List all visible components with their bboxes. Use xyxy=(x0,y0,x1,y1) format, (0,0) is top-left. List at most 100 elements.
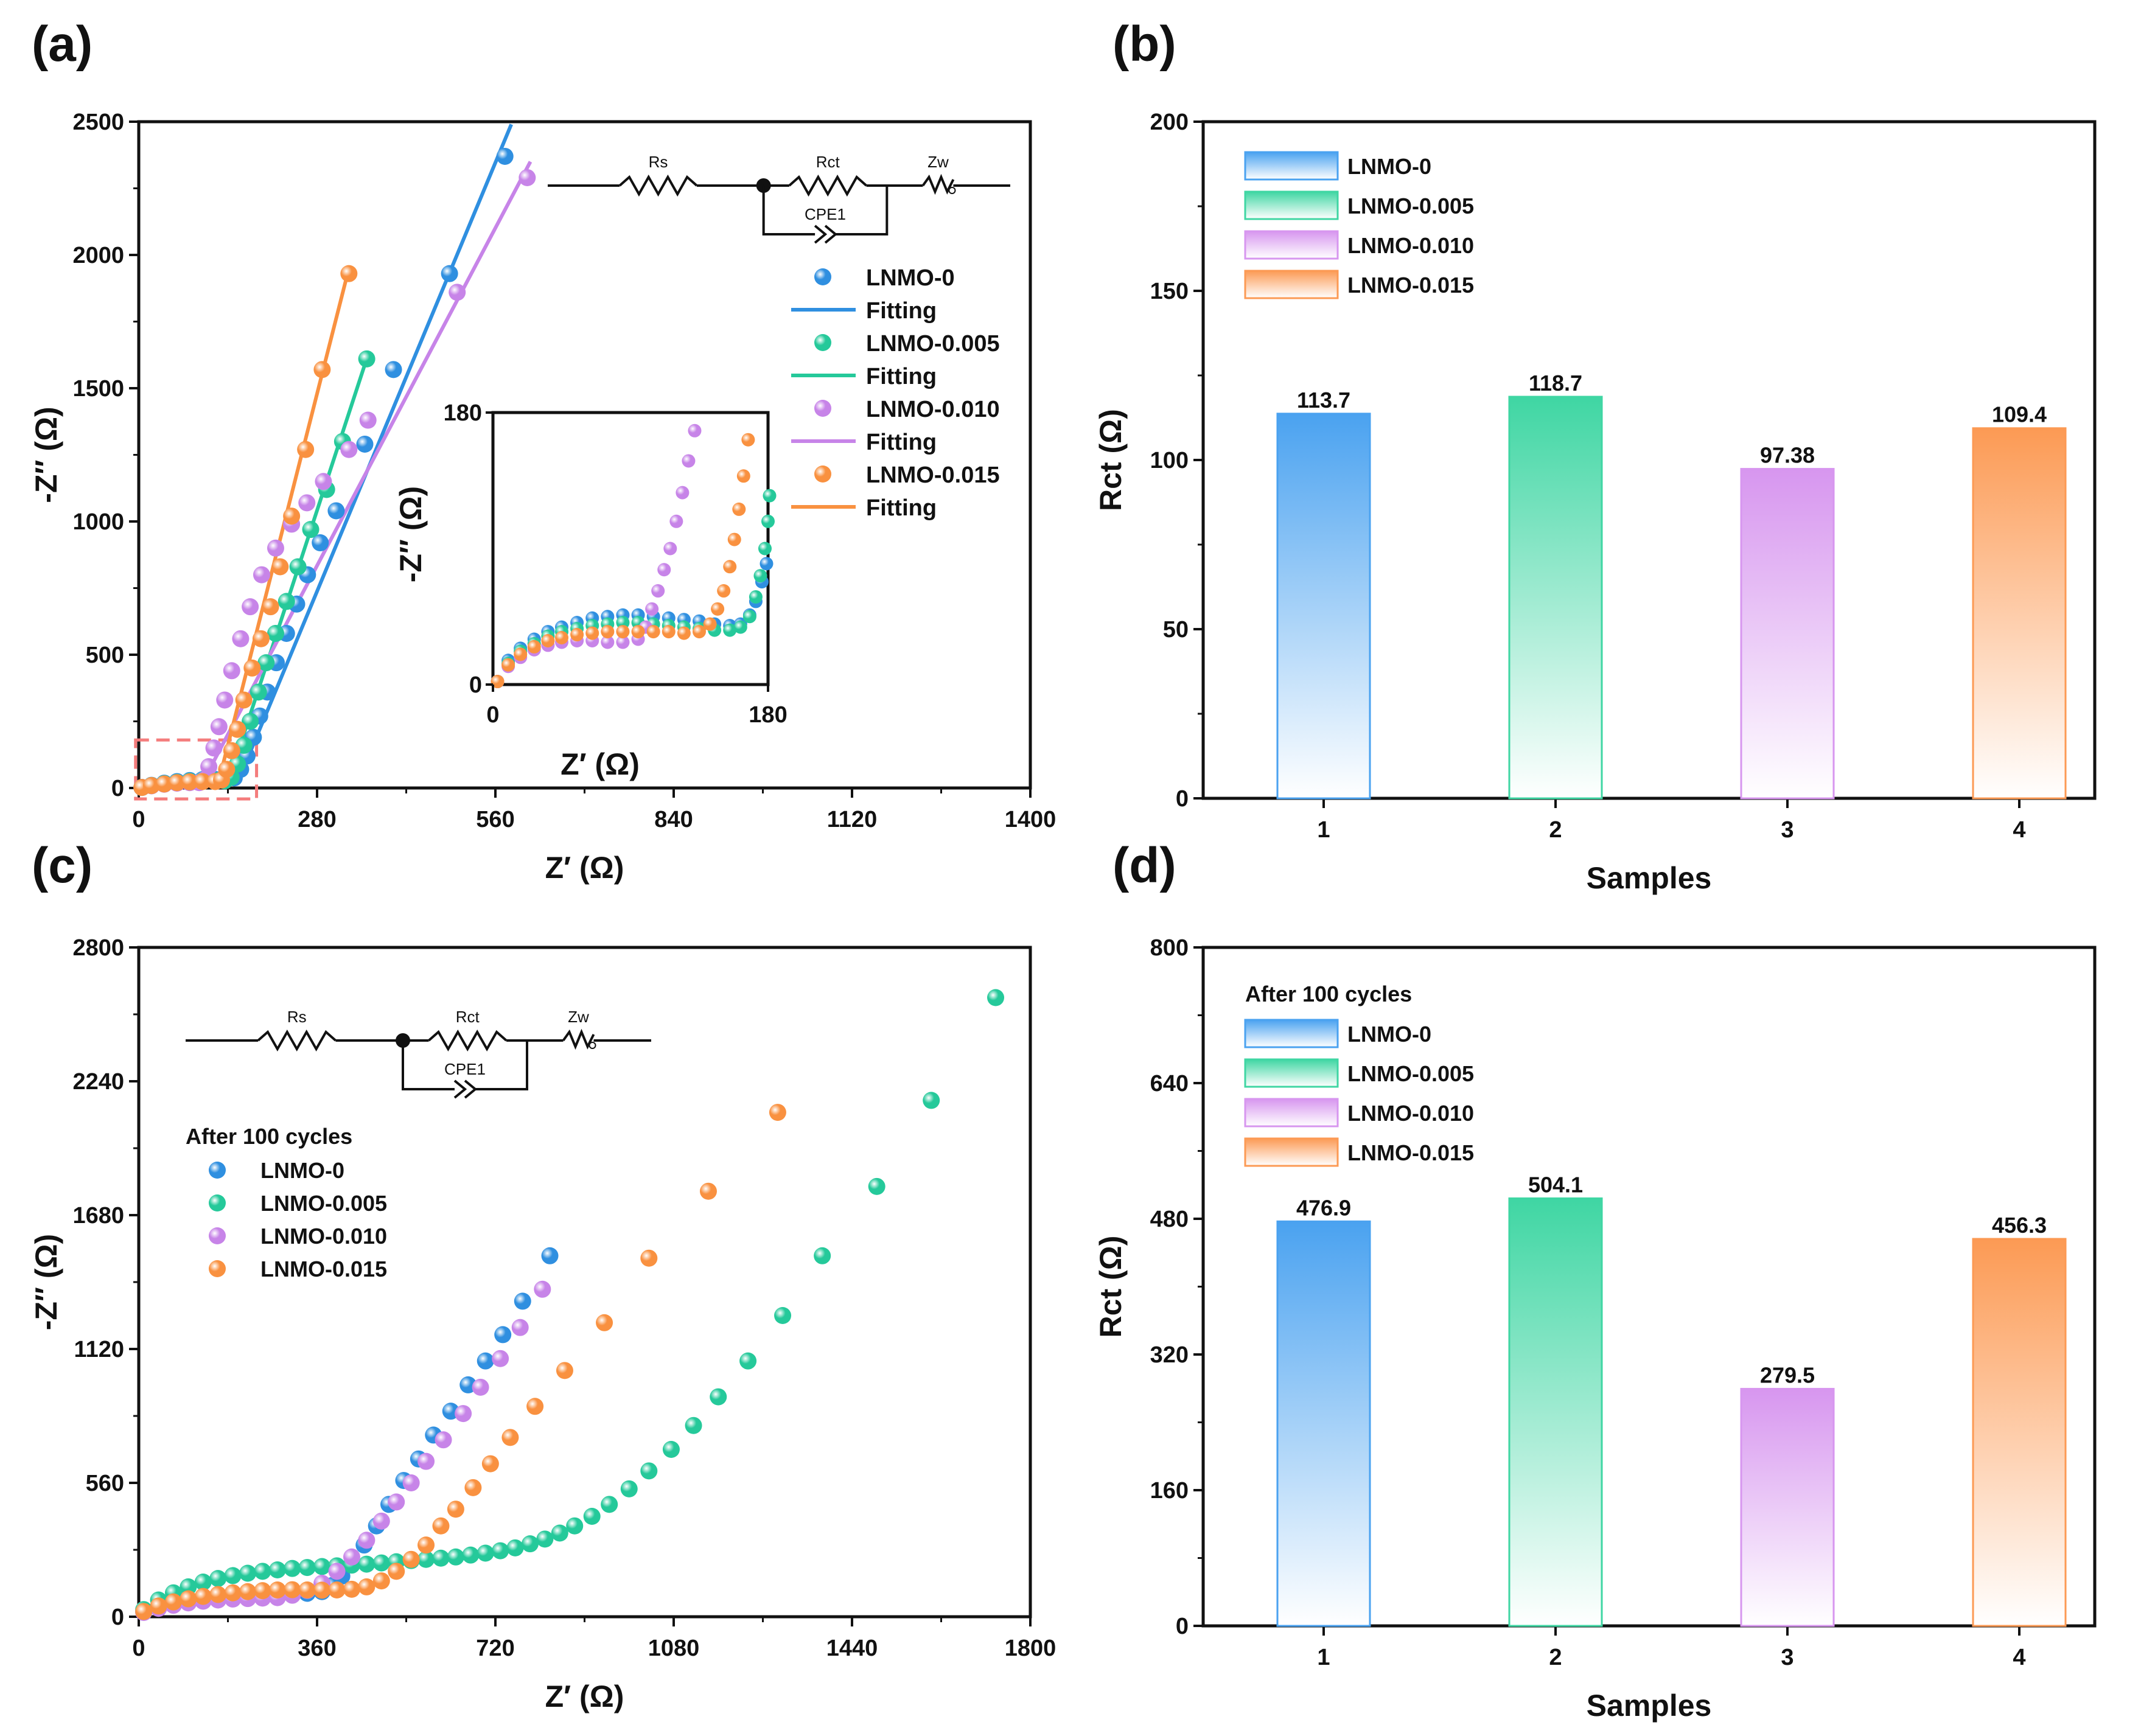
data-point xyxy=(142,777,160,795)
data-point xyxy=(257,654,275,672)
data-point xyxy=(284,1581,301,1598)
data-point xyxy=(267,539,284,557)
data-point xyxy=(242,713,259,730)
data-point xyxy=(462,1546,480,1564)
data-point xyxy=(340,441,358,458)
rct-label: Rct xyxy=(456,1008,480,1026)
y-tick-label: 500 xyxy=(86,643,124,668)
zw-element xyxy=(921,173,955,195)
cpe-label: CPE1 xyxy=(444,1060,486,1078)
data-point xyxy=(923,1092,940,1109)
bar-lnmo-0-005 xyxy=(1508,1197,1603,1627)
rs-resistor xyxy=(618,174,698,197)
data-point xyxy=(343,1580,360,1598)
legend-label: LNMO-0 xyxy=(1347,1022,1431,1047)
x-tick-label: 720 xyxy=(476,1636,514,1661)
bar-value-label: 504.1 xyxy=(1528,1172,1583,1197)
y-tick-label: 0 xyxy=(1176,1614,1189,1639)
rs-label: Rs xyxy=(649,153,668,171)
y-axis-label: -Z″ (Ω) xyxy=(29,1234,63,1330)
x-tick-label: 3 xyxy=(1781,1645,1794,1670)
data-point xyxy=(733,620,747,634)
data-point xyxy=(741,433,755,447)
legend-label: LNMO-0.010 xyxy=(1347,233,1474,258)
data-point xyxy=(298,1581,316,1598)
panel-label: (b) xyxy=(1112,16,1176,72)
bar-lnmo-0 xyxy=(1276,413,1371,800)
data-point xyxy=(596,1314,613,1331)
data-point xyxy=(239,1583,257,1600)
data-point xyxy=(769,1104,786,1121)
y-tick-label: 320 xyxy=(1150,1342,1189,1368)
panel-a: (a) 0 500 1000 1500 2000 2500 0 280 560 840 1120 140… xyxy=(29,16,1056,885)
rct-resistor xyxy=(788,174,867,197)
x-tick-label: 2 xyxy=(1549,1645,1562,1670)
data-point xyxy=(252,630,270,647)
data-point xyxy=(703,617,717,631)
bar-value-label: 279.5 xyxy=(1760,1362,1815,1387)
data-point xyxy=(358,350,375,368)
zw-label: Zw xyxy=(568,1008,589,1026)
data-point xyxy=(435,1431,452,1449)
data-point xyxy=(723,623,737,637)
data-point xyxy=(640,1462,658,1480)
x-axis-label: Z′ (Ω) xyxy=(545,851,624,885)
x-axis-label: Samples xyxy=(1587,1689,1712,1723)
legend-title: After 100 cycles xyxy=(1245,981,1412,1006)
data-point xyxy=(519,169,536,186)
data-point xyxy=(205,739,223,757)
panel-label: (c) xyxy=(32,838,93,893)
data-point xyxy=(699,1182,717,1200)
data-point xyxy=(551,1524,568,1542)
y-tick-label: 160 xyxy=(1150,1478,1189,1504)
data-point xyxy=(417,1550,435,1568)
data-point xyxy=(760,557,774,571)
data-point xyxy=(601,625,615,639)
legend-label: LNMO-0 xyxy=(260,1158,344,1183)
y-axis-label: Rct (Ω) xyxy=(1094,1236,1128,1338)
inset-x-tick-label: 0 xyxy=(486,702,499,728)
bar-lnmo-0-010 xyxy=(1740,468,1835,800)
data-point xyxy=(164,1593,182,1611)
data-point xyxy=(447,1501,464,1518)
data-point xyxy=(298,1559,316,1577)
bar-lnmo-0-005 xyxy=(1508,396,1603,800)
x-tick-label: 2 xyxy=(1549,817,1562,843)
legend-label: Fitting xyxy=(866,495,937,521)
data-point xyxy=(223,662,240,680)
data-point xyxy=(514,647,528,661)
data-point xyxy=(534,1280,551,1298)
data-point xyxy=(774,1307,792,1324)
data-point xyxy=(477,1544,494,1562)
rct-label: Rct xyxy=(816,153,840,171)
inset-y-axis-label: -Z″ (Ω) xyxy=(394,486,428,582)
legend-swatch xyxy=(1244,1098,1339,1128)
data-point xyxy=(501,658,515,672)
data-point xyxy=(749,590,763,604)
legend-label: LNMO-0.015 xyxy=(1347,1140,1474,1165)
fit-line-lnmo-0-010 xyxy=(200,161,533,784)
y-tick-label: 2000 xyxy=(72,243,124,268)
data-point xyxy=(254,1582,271,1600)
data-point xyxy=(556,1362,573,1379)
data-point xyxy=(491,675,505,689)
data-point xyxy=(646,625,660,639)
y-axis-label: Rct (Ω) xyxy=(1094,409,1128,511)
data-point xyxy=(521,1535,539,1553)
x-tick-label: 360 xyxy=(298,1636,336,1661)
x-tick-label: 0 xyxy=(132,807,145,832)
data-point xyxy=(328,1563,346,1580)
data-point xyxy=(566,1517,584,1535)
data-point xyxy=(640,1249,658,1267)
data-point xyxy=(313,361,331,378)
legend-label: LNMO-0.015 xyxy=(260,1257,387,1281)
data-point xyxy=(250,683,267,701)
data-point xyxy=(506,1539,524,1556)
x-tick-label: 4 xyxy=(2013,1645,2025,1670)
data-point xyxy=(358,1555,375,1573)
data-point xyxy=(388,1563,405,1580)
y-tick-label: 2800 xyxy=(72,935,124,961)
bar-value-label: 476.9 xyxy=(1296,1195,1351,1220)
data-point xyxy=(232,630,250,647)
